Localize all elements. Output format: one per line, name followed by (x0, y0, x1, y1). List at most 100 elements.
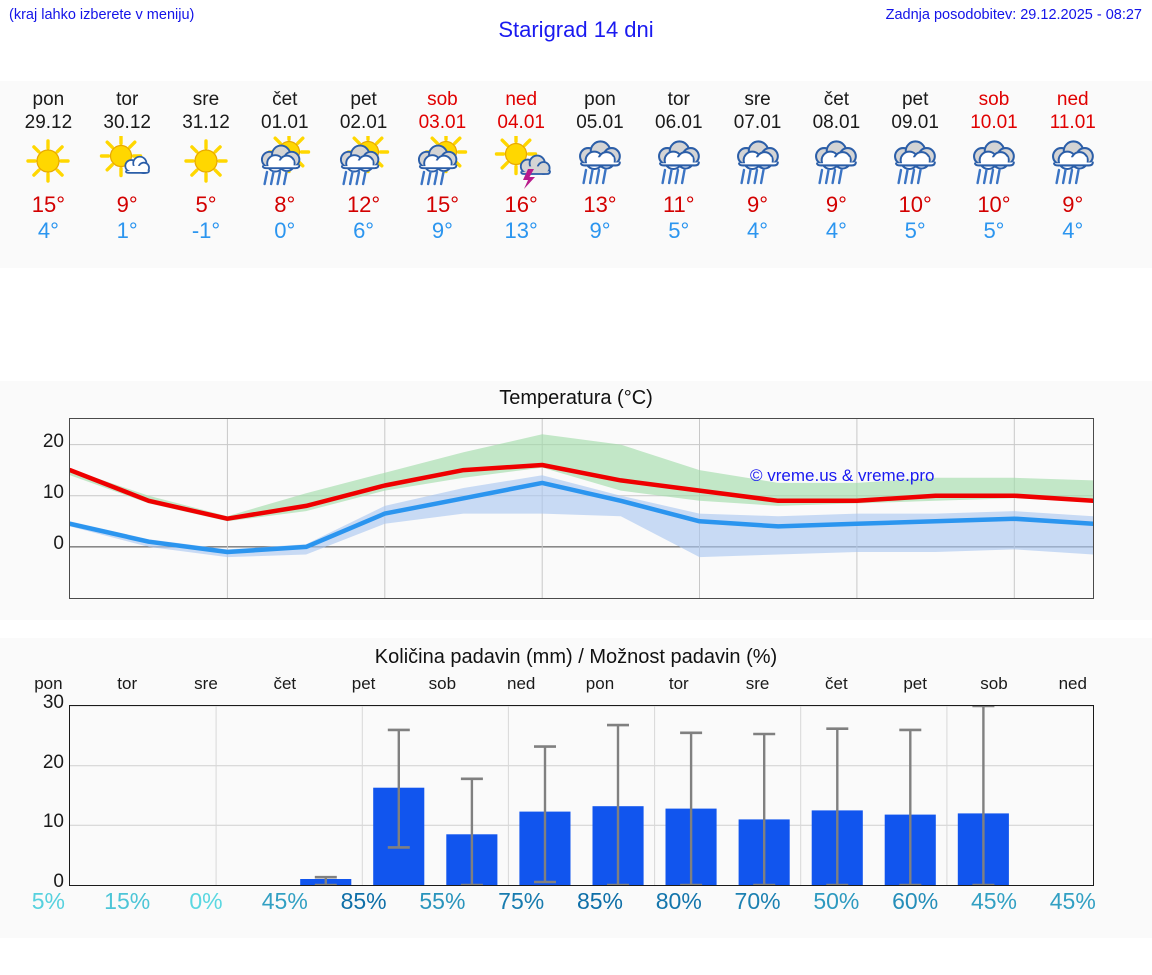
forecast-day-date: 01.01 (261, 112, 309, 133)
forecast-temp-min: -1° (191, 218, 221, 243)
temperature-plot-svg (70, 419, 1093, 598)
precipitation-day-labels: pon tor sre čet pet sob ned pon tor sre čet pet sob n… (9, 674, 1152, 694)
forecast-temp-max: 5° (195, 192, 217, 217)
precipitation-probability-label: 70% (734, 888, 781, 914)
forecast-temp-min: 5° (668, 218, 690, 243)
forecast-day-name: ned (1056, 89, 1089, 110)
forecast-day-name: čet (823, 89, 850, 110)
forecast-temp-min: 5° (983, 218, 1005, 243)
forecast-temp-min: 9° (589, 218, 611, 243)
forecast-day-column[interactable]: sob 10.01 10° 5° (955, 81, 1034, 268)
precipitation-y-tick-label: 0 (53, 871, 64, 892)
sun-cloud-rain-icon (333, 136, 395, 190)
forecast-day-date: 03.01 (418, 112, 467, 133)
precipitation-y-tick-label: 10 (42, 811, 64, 833)
precipitation-probability-labels: 5% 15% 0% 45% 85% 55% 75% 85% 80% 70% 50% 60% 45% 45% (9, 888, 1152, 915)
precipitation-day-label: tor (117, 674, 138, 693)
precipitation-probability-label: 55% (419, 888, 466, 914)
forecast-day-name: pet (350, 89, 377, 110)
last-update-text: Zadnja posodobitev: 29.12.2025 - 08:27 (885, 7, 1142, 23)
forecast-day-column[interactable]: pet 02.01 12° 6° (324, 81, 403, 268)
forecast-day-date: 29.12 (24, 112, 73, 133)
forecast-day-column[interactable]: ned 04.01 16° 13° (482, 81, 561, 268)
forecast-day-date: 10.01 (970, 112, 1018, 133)
forecast-day-name: ned (505, 89, 538, 110)
forecast-day-list: pon 29.12 15° 4° tor 30.12 9° 1° sre 31.12 5° -1° č… (0, 81, 1152, 268)
forecast-day-column[interactable]: sob 03.01 15° 9° (403, 81, 482, 268)
precipitation-y-tick-label: 20 (42, 751, 64, 773)
forecast-day-name: pet (901, 89, 929, 110)
forecast-day-name: sre (192, 89, 220, 110)
sun-cloud-icon (96, 136, 158, 190)
temperature-y-tick-label: 0 (53, 532, 64, 554)
forecast-temp-min: 4° (37, 218, 59, 243)
forecast-temp-min: 4° (747, 218, 769, 243)
precipitation-probability-label: 75% (498, 888, 545, 914)
cloud-rain-icon (963, 136, 1025, 190)
forecast-temp-min: 1° (116, 218, 138, 243)
precipitation-probability-label: 45% (261, 888, 308, 914)
temperature-y-tick-label: 20 (42, 430, 64, 452)
forecast-day-name: tor (116, 89, 139, 110)
forecast-day-column[interactable]: pon 29.12 15° 4° (9, 81, 88, 268)
forecast-temp-min: 13° (504, 218, 538, 243)
forecast-day-column[interactable]: tor 06.01 11° 5° (639, 81, 718, 268)
sun-icon (17, 136, 79, 190)
cloud-rain-icon (884, 136, 946, 190)
precipitation-plot-svg (70, 706, 1093, 885)
forecast-day-date: 11.01 (1049, 112, 1096, 133)
forecast-temp-min: 0° (274, 218, 296, 243)
precipitation-chart-panel: Količina padavin (mm) / Možnost padavin … (0, 638, 1152, 938)
forecast-day-name: čet (272, 89, 298, 110)
precipitation-probability-label: 50% (813, 888, 860, 914)
forecast-day-column[interactable]: čet 08.01 9° 4° (797, 81, 876, 268)
cloud-rain-icon (805, 136, 867, 190)
precipitation-day-label: sob (980, 674, 1008, 693)
precipitation-probability-label: 5% (31, 888, 66, 914)
forecast-day-column[interactable]: pon 05.01 13° 9° (561, 81, 640, 268)
forecast-temp-min: 4° (825, 218, 847, 243)
precipitation-probability-label: 45% (1049, 888, 1096, 914)
forecast-day-column[interactable]: tor 30.12 9° 1° (88, 81, 167, 268)
precipitation-day-label: tor (668, 674, 689, 693)
precipitation-day-label: sre (745, 674, 770, 693)
cloud-rain-icon (1042, 136, 1104, 190)
forecast-day-column[interactable]: sre 31.12 5° -1° (167, 81, 246, 268)
precipitation-day-label: pet (351, 674, 376, 693)
forecast-day-date: 31.12 (182, 112, 230, 133)
precipitation-plot-area (69, 705, 1094, 886)
forecast-day-name: tor (667, 89, 690, 110)
forecast-day-date: 09.01 (891, 112, 939, 133)
forecast-temp-max: 16° (504, 192, 538, 217)
temperature-chart-panel: Temperatura (°C) 0 10 20 (0, 381, 1152, 620)
forecast-day-name: pon (32, 89, 65, 110)
sun-icon (175, 136, 237, 190)
forecast-day-column[interactable]: ned 11.01 9° 4° (1033, 81, 1112, 268)
forecast-day-column[interactable]: sre 07.01 9° 4° (718, 81, 797, 268)
precipitation-probability-label: 85% (340, 888, 387, 914)
forecast-temp-max: 12° (346, 192, 381, 217)
forecast-day-name: sob (978, 89, 1010, 110)
forecast-temp-max: 15° (425, 192, 460, 217)
sun-thunderstorm-icon (490, 136, 552, 190)
forecast-temp-max: 15° (31, 192, 66, 217)
precipitation-probability-label: 60% (892, 888, 939, 914)
forecast-day-column[interactable]: čet 01.01 8° 0° (245, 81, 324, 268)
precipitation-probability-label: 15% (104, 888, 151, 914)
precipitation-day-label: ned (506, 674, 536, 693)
precipitation-y-tick-label: 30 (42, 692, 64, 713)
forecast-day-date: 05.01 (576, 112, 624, 133)
temperature-plot-area (69, 418, 1094, 599)
precipitation-day-label: sob (428, 674, 457, 693)
forecast-temp-max: 13° (583, 192, 617, 217)
forecast-temp-max: 11° (662, 192, 695, 217)
forecast-temp-max: 9° (1062, 192, 1084, 217)
forecast-day-date: 06.01 (655, 112, 703, 133)
page-title: Starigrad 14 dni (498, 17, 654, 42)
forecast-temp-max: 10° (898, 192, 932, 217)
precipitation-probability-label: 0% (189, 888, 223, 914)
temperature-chart-title: Temperatura (°C) (499, 387, 653, 409)
forecast-day-column[interactable]: pet 09.01 10° 5° (876, 81, 955, 268)
forecast-day-date: 07.01 (733, 112, 782, 133)
precipitation-day-label: pon (34, 674, 63, 693)
